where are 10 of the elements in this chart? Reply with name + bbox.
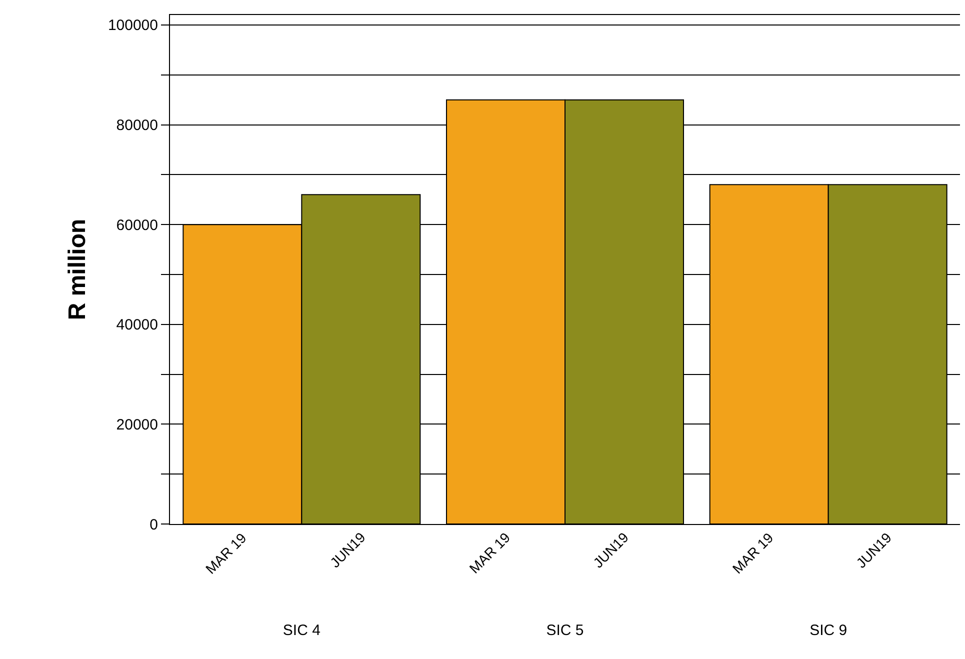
x-tick-label: SIC 5 (546, 622, 584, 639)
y-tick-label: 0 (150, 516, 158, 534)
x-tick-label: SIC 9 (810, 622, 848, 639)
y-tick-label: 60000 (116, 216, 158, 234)
y-tick-label: 40000 (116, 316, 158, 334)
y-tick-label: 100000 (108, 17, 158, 34)
x-tick-label: SIC 4 (282, 622, 320, 639)
y-tick-label: 80000 (116, 117, 158, 134)
y-tick-label: 20000 (116, 416, 158, 434)
y-axis-title: R million (64, 218, 92, 320)
